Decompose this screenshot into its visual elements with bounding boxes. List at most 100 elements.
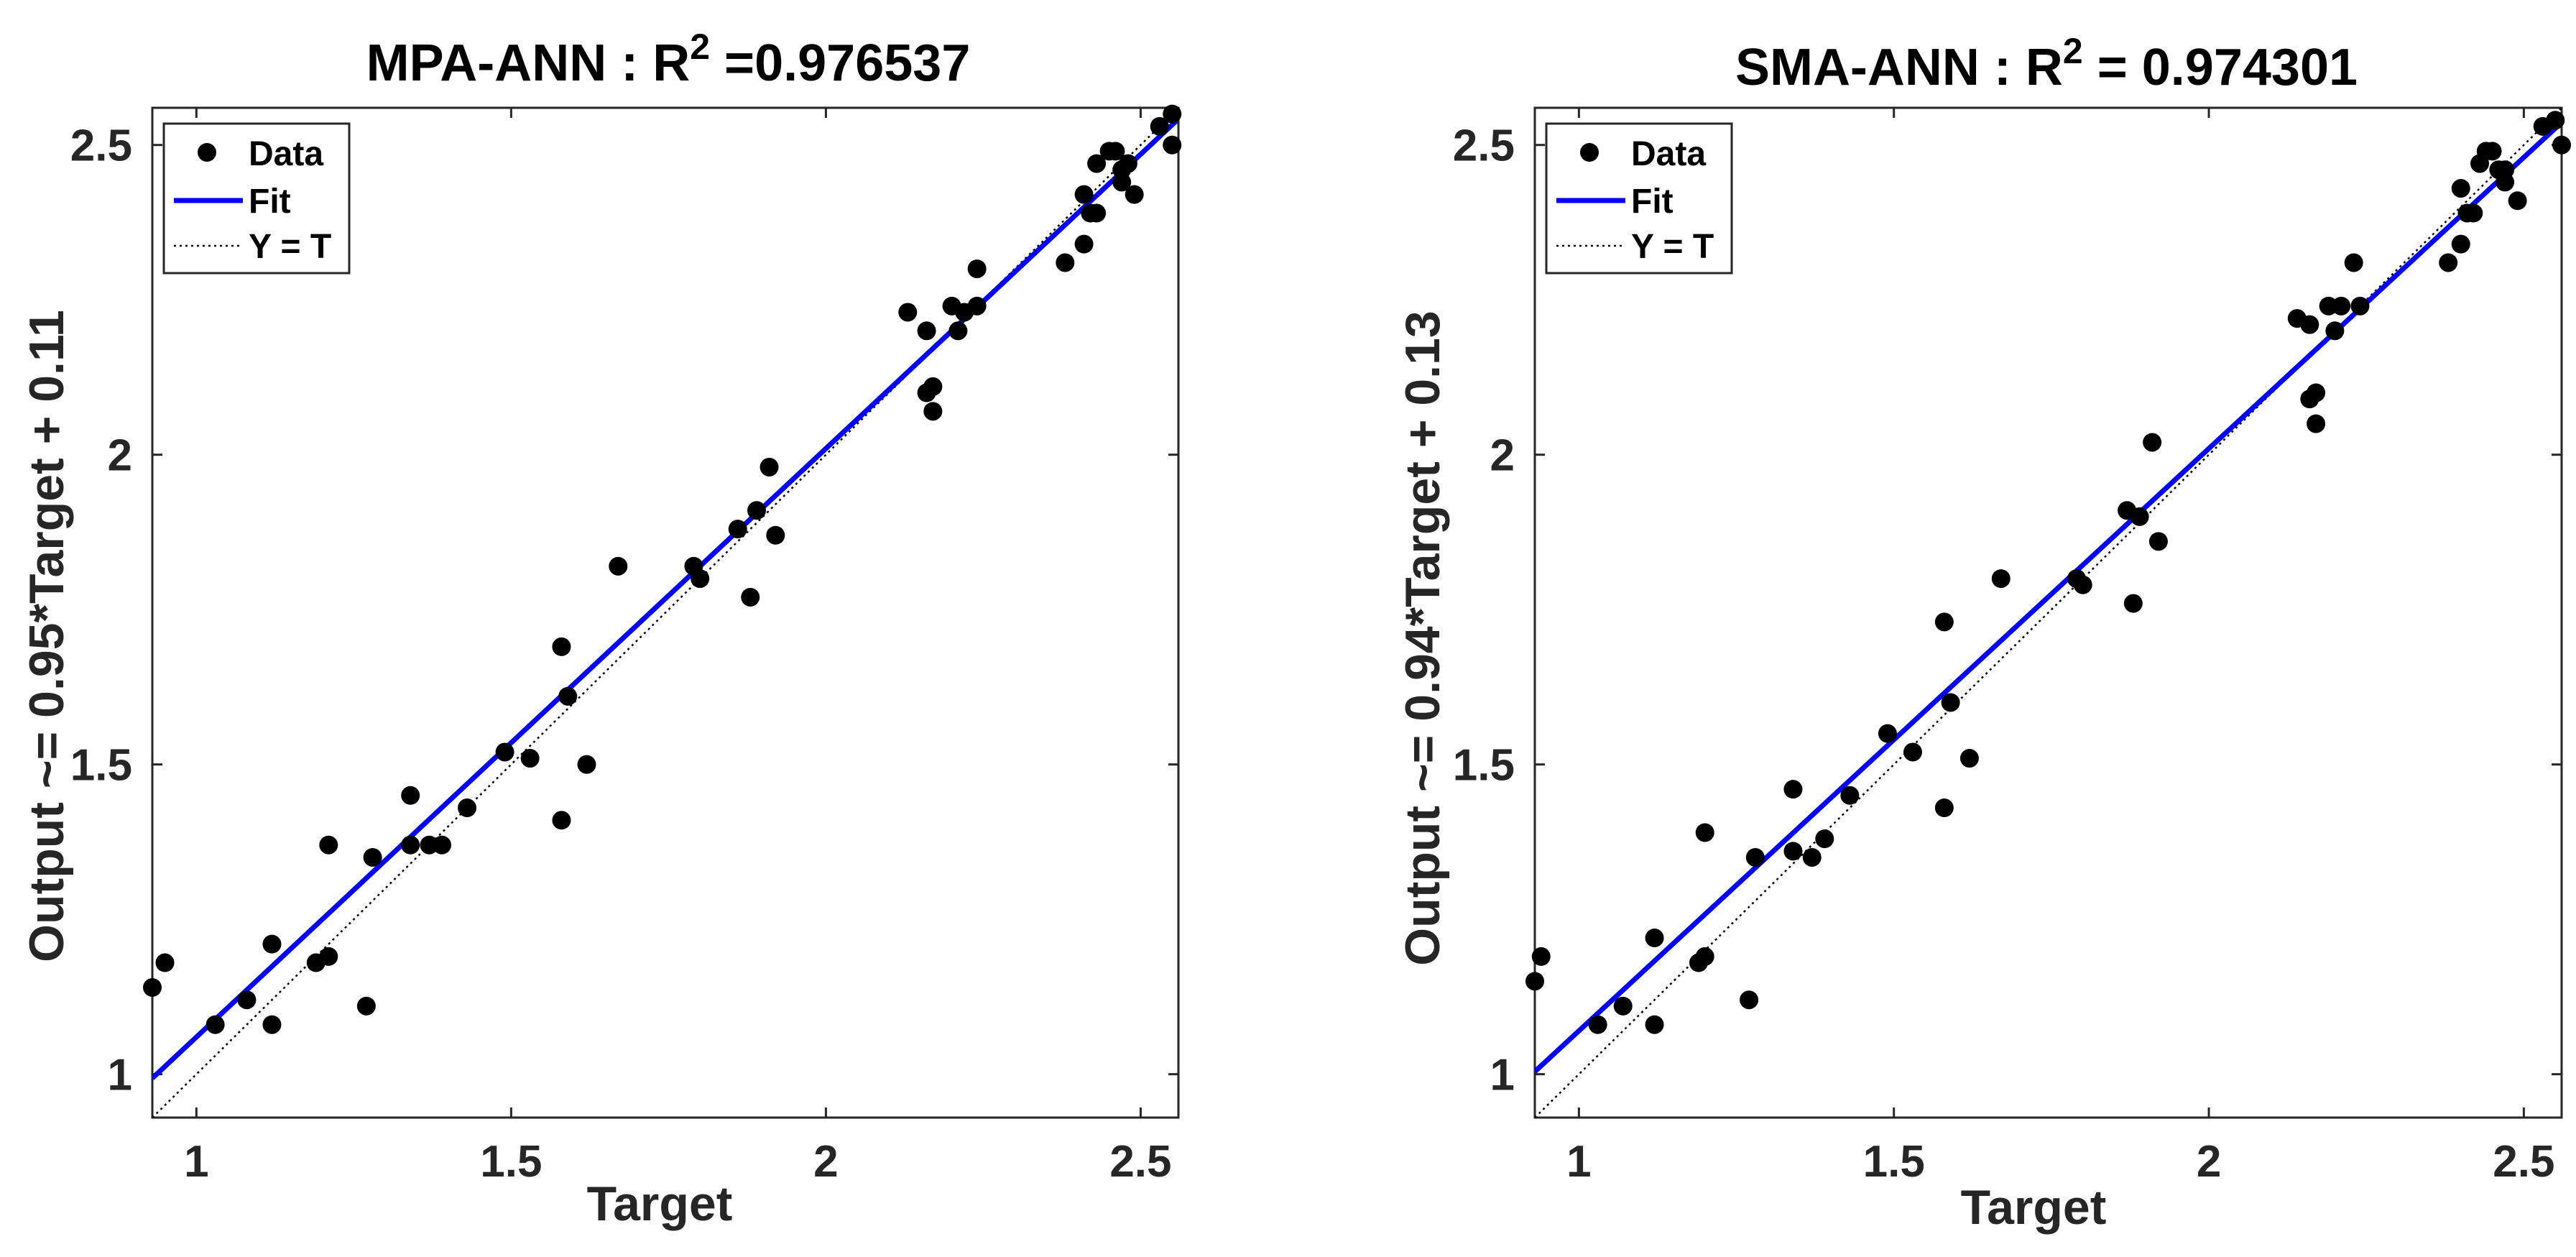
data-point (558, 686, 578, 706)
data-point (1695, 823, 1714, 842)
data-point (552, 811, 571, 830)
data-point (967, 259, 987, 279)
plot-frame (151, 106, 1180, 1119)
data-point (691, 569, 710, 589)
data-point (1106, 142, 1125, 161)
data-point (1074, 185, 1094, 204)
data-point (2300, 315, 2319, 334)
data-point (458, 798, 477, 818)
data-point (155, 953, 175, 972)
data-point (741, 587, 760, 607)
data-point (2483, 142, 2502, 161)
data-point (1934, 612, 1954, 632)
data-point (1125, 185, 1144, 204)
data-point (2451, 179, 2470, 198)
data-point (2325, 321, 2345, 341)
fit-line (152, 116, 1178, 1080)
data-point (1645, 1015, 1664, 1034)
data-point (552, 637, 571, 656)
data-point (967, 296, 987, 316)
data-point (1740, 990, 1759, 1010)
panel-mpa-ann: MPA-ANN : R2 =0.976537 Target Output ~= … (19, 27, 1182, 1231)
fit-line (1535, 120, 2562, 1074)
data-point (1531, 947, 1551, 966)
y-tick-label: 2.5 (1453, 121, 1515, 171)
data-point (1903, 742, 1923, 762)
legend-data-label: Data (249, 135, 323, 173)
x-axis-label: Target (587, 1177, 733, 1231)
data-point (1525, 972, 1544, 991)
data-point (1588, 1015, 1607, 1034)
data-point (766, 525, 785, 545)
data-point (760, 457, 779, 476)
x-tick-label: 2.5 (1109, 1137, 1171, 1187)
y-tick-label: 1 (1490, 1051, 1515, 1100)
identity-line (152, 108, 1178, 1118)
data-point (1074, 234, 1094, 254)
data-point (237, 990, 257, 1010)
x-tick-label: 1 (184, 1137, 208, 1187)
y-tick-label: 1 (108, 1051, 132, 1100)
legend-fit-label: Fit (1631, 183, 1674, 221)
chart-title: SMA-ANN : R2 = 0.974301 (1735, 31, 2358, 96)
data-point (898, 303, 918, 322)
data-point (1695, 947, 1714, 966)
data-point (728, 520, 747, 539)
x-tick-label: 2.5 (2493, 1137, 2554, 1187)
y-tick-label: 2 (1490, 431, 1515, 481)
data-point (363, 847, 382, 867)
data-point (1783, 780, 1803, 799)
data-point (319, 835, 338, 855)
data-point (1783, 842, 1803, 861)
data-point (1645, 929, 1664, 948)
data-point (1087, 154, 1107, 173)
data-point (917, 321, 936, 341)
legend-data-marker (198, 143, 216, 162)
data-point (2464, 203, 2483, 223)
y-tick-label: 1.5 (70, 741, 132, 791)
data-point (2508, 191, 2527, 211)
data-point (2148, 532, 2168, 551)
data-point (1991, 569, 2011, 589)
data-point (1815, 829, 1834, 849)
x-tick-label: 1.5 (1863, 1137, 1925, 1187)
data-point (1802, 847, 1822, 867)
data-point (2307, 383, 2326, 402)
data-point (2143, 433, 2162, 452)
data-point (319, 947, 338, 966)
data-point (2552, 135, 2571, 155)
y-axis-label: Output ~= 0.94*Target + 0.13 (1395, 310, 1450, 965)
x-axis-label: Target (1961, 1180, 2107, 1235)
data-point (206, 1015, 225, 1034)
data-point (1163, 135, 1182, 155)
y-axis-label: Output ~= 0.95*Target + 0.11 (19, 310, 74, 962)
identity-line (1535, 108, 2562, 1118)
data-point (1163, 104, 1182, 124)
data-point (143, 977, 162, 997)
data-point (1959, 749, 1979, 768)
data-point (1745, 847, 1765, 867)
data-point (2451, 234, 2470, 254)
data-point (923, 377, 943, 396)
data-point (1112, 172, 1132, 192)
data-point (262, 1015, 282, 1034)
data-point (1150, 116, 1169, 136)
data-point (2332, 296, 2351, 316)
panel-sma-ann: SMA-ANN : R2 = 0.974301 Target Output ~=… (1395, 31, 2571, 1235)
y-tick-label: 1.5 (1453, 741, 1515, 791)
data-point (2350, 296, 2370, 316)
legend-data-marker (1580, 143, 1599, 162)
y-tick-label: 2 (108, 431, 132, 481)
x-tick-label: 2 (2197, 1137, 2221, 1187)
legend-fit-label: Fit (249, 183, 291, 221)
data-point (1087, 203, 1107, 223)
data-point (520, 749, 540, 768)
chart-title: MPA-ANN : R2 =0.976537 (366, 27, 971, 92)
data-point (577, 755, 596, 774)
data-point (609, 556, 628, 576)
x-tick-label: 1 (1566, 1137, 1591, 1187)
data-point (1840, 786, 1860, 805)
data-point (401, 835, 420, 855)
data-point (2546, 111, 2565, 130)
